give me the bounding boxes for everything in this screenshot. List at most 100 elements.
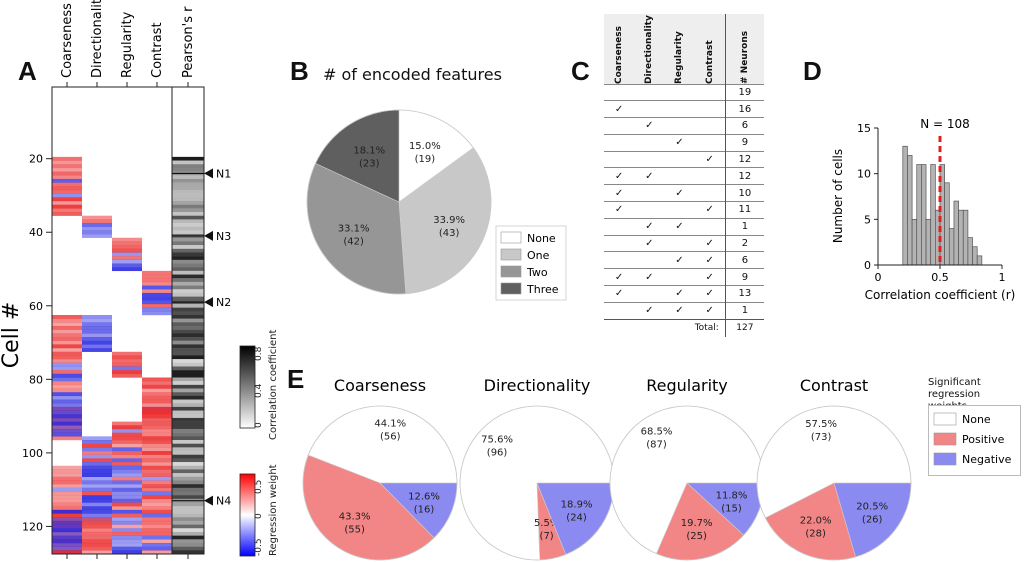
table-row: ✓ ✓ ✓ 13 <box>604 285 764 303</box>
marker-label: N3 <box>216 230 231 243</box>
legend-label: Negative <box>962 453 1012 466</box>
table-row: ✓ ✓ 12 <box>604 167 764 185</box>
table-cell: ✓ <box>675 288 684 300</box>
panel-letter-a: A <box>18 56 37 86</box>
pie-percent-label: 44.1% <box>374 419 406 430</box>
pie-count-label: (43) <box>439 228 460 239</box>
neuron-count-cell: 16 <box>724 100 764 118</box>
histogram-x-label: Correlation coefficient (r) <box>865 288 1016 302</box>
legend-swatch <box>933 452 957 466</box>
table-cell <box>634 286 664 303</box>
neuron-count-cell: 9 <box>724 268 764 286</box>
histogram-bar <box>972 246 978 266</box>
pie-count-label: (42) <box>343 236 364 247</box>
pie-percent-label: 33.1% <box>338 223 370 234</box>
marker-arrow <box>204 230 213 241</box>
table-cell: ✓ <box>705 204 714 216</box>
pie-title: Contrast <box>800 376 868 395</box>
pie-count-label: (19) <box>415 154 436 165</box>
table-row: ✓ ✓ 2 <box>604 235 764 252</box>
histogram-bar <box>967 237 973 266</box>
panel-e-pies: Coarseness 44.1% (56) 43.3% (55) 12.6% (16) Dir… <box>302 376 912 561</box>
table-cell <box>695 134 726 151</box>
marker-arrow <box>204 297 213 308</box>
reg-colorbar-label: Regression weight <box>268 464 279 556</box>
histogram-bar <box>962 209 969 266</box>
pie-percent-label: 43.3% <box>339 512 371 523</box>
pie-percent-label: 15.0% <box>409 141 441 152</box>
pie-count-label: (73) <box>811 432 832 443</box>
colorbar-regression <box>239 473 256 557</box>
column-ticks <box>66 82 189 559</box>
neuron-count-cell: 2 <box>724 235 764 252</box>
pie-count-label: (55) <box>344 525 365 536</box>
histogram-x-tick: 0 <box>875 271 882 284</box>
neuron-markers: N1 N3 N2 N4 <box>172 167 231 508</box>
panel-letter-e: E <box>287 364 305 394</box>
table-cell <box>604 84 634 101</box>
table-row: ✓ 6 <box>604 117 764 135</box>
pie-count-label: (23) <box>359 158 380 169</box>
legend-swatch <box>933 432 957 446</box>
table-cell <box>664 235 694 252</box>
histogram-x-tick: 1 <box>999 271 1006 284</box>
table-cell: ✓ <box>705 238 714 250</box>
pie-count-label: (56) <box>380 432 401 443</box>
table-body: 19 ✓ 16 ✓ 6 ✓ 9 ✓ 12 ✓ ✓ 12 ✓ ✓ 10 ✓ ✓ 11 ✓ ✓ 1 ✓ ✓ 2 ✓ ✓ 6 ✓ ✓ ✓ 9 ✓ ✓ ✓… <box>604 84 764 338</box>
heatmap-cells <box>52 156 172 555</box>
y-tick-label: 20 <box>29 153 43 166</box>
y-tick-label: 80 <box>29 373 43 386</box>
pie-percent-label: 19.7% <box>681 518 713 529</box>
histogram-bar <box>948 228 955 266</box>
panel-b-pie: 15.0% (19) 33.9% (43) 33.1% (42) 18.1% (23) Non… <box>306 109 567 301</box>
table-cell <box>604 134 634 151</box>
legend-swatch <box>500 231 522 244</box>
neuron-count-cell: 1 <box>724 302 764 320</box>
table-cell: ✓ <box>705 254 714 266</box>
table-cell: ✓ <box>645 271 654 283</box>
panel-letter-c: C <box>571 56 590 86</box>
reg-tick-0: -0.5 <box>254 538 264 556</box>
legend-swatch <box>933 412 957 426</box>
histogram-bar <box>921 164 927 266</box>
histogram-bar <box>902 145 908 266</box>
marker-label: N2 <box>216 296 231 309</box>
pie-count-label: (15) <box>721 503 742 514</box>
pie-percent-label: 75.6% <box>481 435 513 446</box>
regression-pie: Contrast 57.5% (73) 22.0% (28) 20.5% (26) <box>756 376 912 561</box>
marker-label: N4 <box>216 495 231 508</box>
reg-tick-1: 0 <box>254 513 264 519</box>
pie-percent-label: 18.1% <box>353 145 385 156</box>
table-cell: ✓ <box>614 288 624 300</box>
table-row: ✓ ✓ 11 <box>604 201 764 219</box>
table-cell: ✓ <box>705 305 714 317</box>
pie-count-label: (87) <box>646 440 667 451</box>
panel-a-heatmap: Coarseness Directionality Regularity Contra… <box>0 0 279 559</box>
corr-tick-0: 0 <box>254 422 264 428</box>
table-cell <box>695 84 726 101</box>
pie-percent-label: 20.5% <box>856 502 888 513</box>
pie-title: Directionality <box>484 376 591 395</box>
marker-label: N1 <box>216 167 231 180</box>
y-tick-label: 60 <box>29 300 43 313</box>
histogram-bar <box>944 182 950 266</box>
histogram-bar <box>958 209 964 266</box>
table-cell <box>695 218 726 235</box>
pie-percent-label: 5.5% <box>534 518 559 529</box>
table-cell <box>695 185 726 202</box>
table-cell: ✓ <box>645 238 654 250</box>
table-cell <box>664 202 694 219</box>
histogram-bar <box>911 218 918 266</box>
table-cell: ✓ <box>645 305 654 317</box>
table-row: ✓ ✓ 6 <box>604 251 764 269</box>
table-cell: ✓ <box>705 154 714 166</box>
table-cell: ✓ <box>645 170 654 182</box>
corr-tick-2: 0.8 <box>254 346 264 361</box>
reg-tick-2: 0.5 <box>254 480 264 494</box>
pie-percent-label: 18.9% <box>561 500 593 511</box>
legend-swatch <box>500 282 522 295</box>
legend-label: Positive <box>962 433 1005 446</box>
histogram-y-tick: 10 <box>857 168 871 181</box>
pie-percent-label: 57.5% <box>805 419 837 430</box>
column-label: Coarseness <box>60 3 75 78</box>
